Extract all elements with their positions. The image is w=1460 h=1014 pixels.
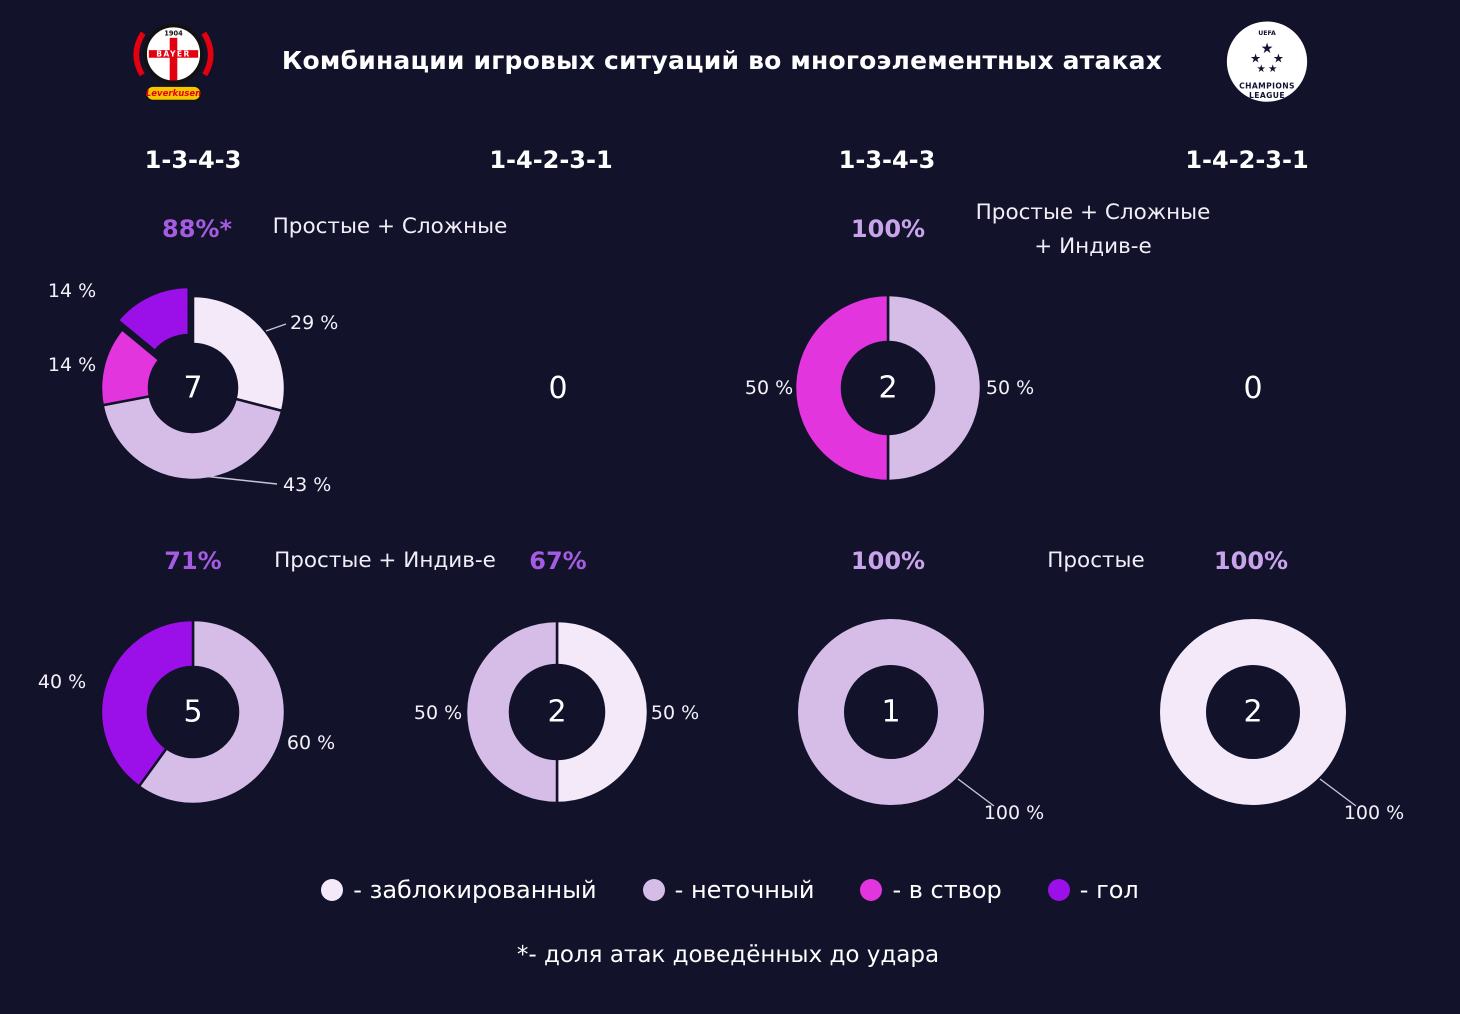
starball-star-icon: ★ bbox=[1268, 63, 1277, 75]
shot-share-headline: 71% bbox=[164, 547, 222, 575]
legend-item-inaccurate: - неточный bbox=[642, 876, 815, 904]
donut-chart-row1-col3: 50 % 50 % 2 bbox=[708, 223, 1068, 553]
donut-chart-row2-col1: 60 % 40 % 5 bbox=[13, 547, 373, 877]
bayer-year-text: 1904 bbox=[164, 29, 183, 37]
slice-percent-label: 43 % bbox=[283, 474, 331, 496]
slice-percent-label: 60 % bbox=[287, 732, 335, 754]
slice-percent-label: 14 % bbox=[48, 354, 96, 376]
blocked-color-dot-icon bbox=[321, 879, 344, 901]
starball-star-icon: ★ bbox=[1273, 51, 1284, 66]
legend-item-goal: - гол bbox=[1047, 876, 1139, 904]
slice-percent-label: 14 % bbox=[48, 280, 96, 302]
group-label-line: Простые + Сложные bbox=[975, 200, 1211, 225]
donut-center-value: 2 bbox=[1243, 695, 1262, 730]
ucl-league-text: LEAGUE bbox=[1249, 91, 1285, 100]
attack-count-zero: 0 bbox=[1243, 371, 1263, 406]
slice-percent-label: 50 % bbox=[745, 377, 793, 399]
donut-center-value: 5 bbox=[183, 695, 202, 730]
bayer-city-text: Leverkusen bbox=[146, 89, 201, 99]
shot-share-headline: 88%* bbox=[162, 215, 232, 243]
legend-label: - гол bbox=[1079, 876, 1139, 904]
group-label-simple-complex: Простые + Сложные bbox=[272, 214, 508, 239]
donut-chart-row2-col4: 100 % 2 bbox=[1073, 547, 1433, 877]
inaccurate-color-dot-icon bbox=[642, 879, 665, 901]
legend-item-on-target: - в створ bbox=[860, 876, 1002, 904]
formation-header-2: 1-4-2-3-1 bbox=[489, 146, 613, 174]
bayer-leverkusen-logo: 1904 BAYER Leverkusen bbox=[126, 16, 221, 112]
legend-item-blocked: - заблокированный bbox=[321, 876, 597, 904]
slice-percent-label: 50 % bbox=[414, 702, 462, 724]
ucl-uefa-text: UEFA bbox=[1258, 30, 1276, 37]
starball-star-icon: ★ bbox=[1257, 63, 1266, 75]
group-label-simple-individual: Простые + Индив-е bbox=[274, 548, 496, 573]
formation-header-1: 1-3-4-3 bbox=[144, 146, 242, 174]
donut-chart-row1-col1: 29 % 43 % 14 % 14 % 7 bbox=[13, 223, 373, 553]
slice-percent-label: 50 % bbox=[986, 377, 1034, 399]
legend-label: - в створ bbox=[892, 876, 1002, 904]
group-label-simple: Простые bbox=[1047, 548, 1145, 573]
formation-header-4: 1-4-2-3-1 bbox=[1185, 146, 1309, 174]
group-label-simple-complex-individual: Простые + Сложные + Индив-е bbox=[976, 196, 1211, 264]
donut-center-value: 2 bbox=[878, 371, 897, 406]
donut-center-value: 7 bbox=[183, 371, 202, 406]
uefa-champions-league-logo: UEFA ★ ★ ★ ★ ★ CHAMPIONS LEAGUE bbox=[1224, 18, 1310, 114]
slice-percent-label: 40 % bbox=[38, 671, 86, 693]
starball-star-icon: ★ bbox=[1250, 51, 1261, 66]
legend-label: - заблокированный bbox=[353, 876, 597, 904]
donut-chart-row2-col3: 100 % 1 bbox=[711, 547, 1071, 877]
slice-percent-label: 100 % bbox=[1344, 802, 1404, 824]
group-label-line: + Индив-е bbox=[1034, 234, 1152, 259]
bayer-crest-graphic: 1904 BAYER Leverkusen bbox=[133, 23, 214, 102]
shot-share-headline: 67% bbox=[529, 547, 587, 575]
footnote: *- доля атак доведённых до удара bbox=[516, 942, 940, 968]
starball-star-icon: ★ bbox=[1261, 41, 1274, 57]
shot-share-headline: 100% bbox=[850, 215, 926, 243]
ucl-champions-text: CHAMPIONS bbox=[1239, 81, 1295, 90]
slice-percent-label: 29 % bbox=[290, 312, 338, 334]
donut-chart-row2-col2: 50 % 50 % 2 bbox=[377, 547, 737, 877]
goal-color-dot-icon bbox=[1047, 879, 1070, 901]
ucl-starball-graphic: UEFA ★ ★ ★ ★ ★ CHAMPIONS LEAGUE bbox=[1226, 21, 1308, 102]
shot-share-headline: 100% bbox=[850, 547, 926, 575]
legend: - заблокированный - неточный - в створ -… bbox=[0, 876, 1460, 904]
bayer-wordmark-text: BAYER bbox=[156, 50, 191, 59]
attack-count-zero: 0 bbox=[548, 371, 568, 406]
page-title: Комбинации игровых ситуаций во многоэлем… bbox=[281, 46, 1163, 75]
donut-center-value: 2 bbox=[547, 695, 566, 730]
on-target-color-dot-icon bbox=[860, 879, 883, 901]
shot-share-headline: 100% bbox=[1213, 547, 1289, 575]
donut-center-value: 1 bbox=[881, 695, 900, 730]
slice-percent-label: 50 % bbox=[651, 702, 699, 724]
slice-percent-label: 100 % bbox=[984, 802, 1044, 824]
formation-header-3: 1-3-4-3 bbox=[838, 146, 936, 174]
legend-label: - неточный bbox=[674, 876, 815, 904]
